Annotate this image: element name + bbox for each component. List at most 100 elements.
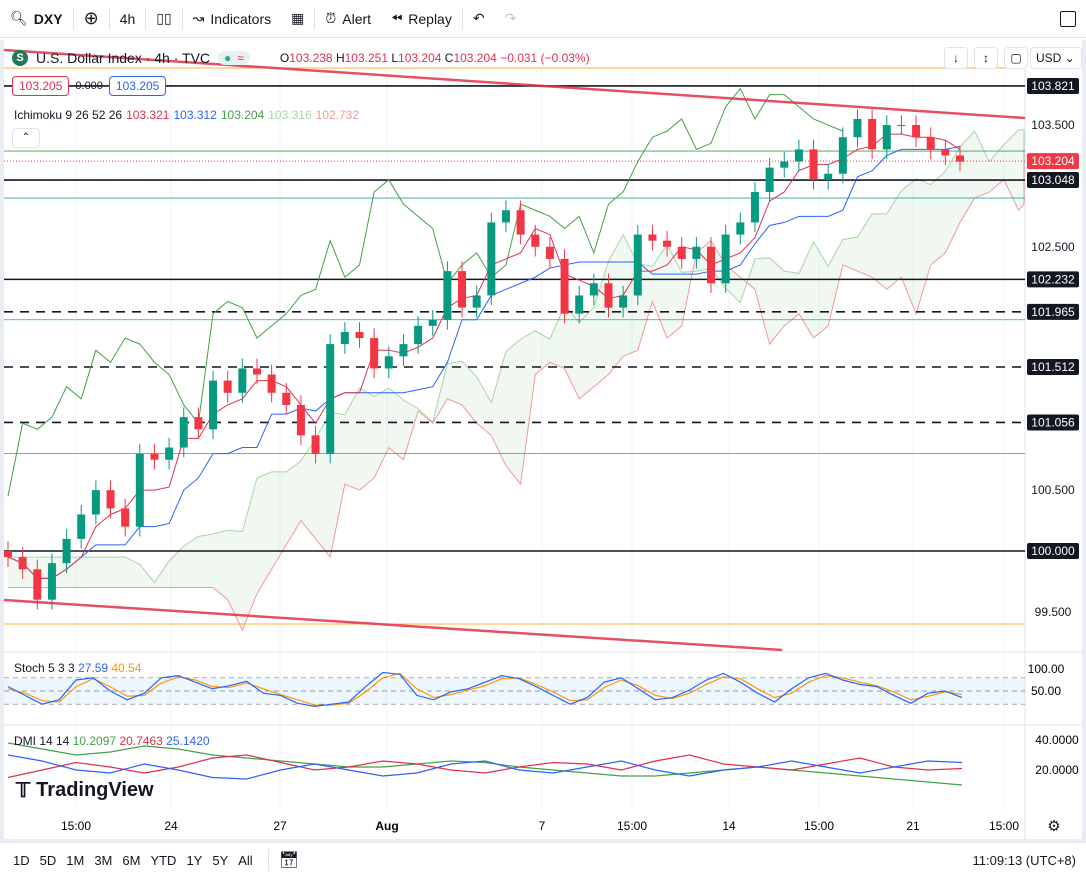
candle	[721, 234, 730, 284]
range-1m[interactable]: 1M	[66, 852, 85, 868]
stoch-legend[interactable]: Stoch 5 3 3 27.59 40.54	[14, 661, 141, 675]
level-label: 103.048	[1031, 173, 1075, 187]
undo-button[interactable]: ↶	[463, 0, 495, 38]
time-axis-label: 15:00	[617, 819, 647, 833]
change-value: −0.031 (−0.03%)	[500, 51, 590, 65]
divider	[267, 849, 269, 871]
settings-icon[interactable]: ⚙	[1047, 818, 1060, 835]
plus-circle-icon: ⊕	[83, 8, 99, 28]
interval-button[interactable]: 4h	[119, 10, 136, 27]
chart-type-button[interactable]: ▯▯	[146, 0, 181, 38]
range-5y[interactable]: 5Y	[212, 852, 229, 868]
chevron-down-icon: ⌄	[1064, 51, 1075, 65]
tv-logo-icon: 𝕋	[16, 780, 31, 802]
candle	[882, 125, 891, 150]
currency-select[interactable]: USD ⌄	[1030, 47, 1082, 69]
stoch-d-value: 40.54	[111, 661, 142, 675]
range-ytd[interactable]: YTD	[150, 852, 177, 868]
candle	[472, 295, 481, 308]
sell-price[interactable]: 103.205	[12, 76, 70, 96]
candle	[458, 271, 467, 308]
time-axis-label: 7	[539, 819, 546, 833]
candle	[545, 246, 554, 259]
range-5d[interactable]: 5D	[39, 852, 57, 868]
candle	[838, 137, 847, 174]
low-label: L	[391, 51, 399, 65]
candle	[897, 125, 906, 127]
candle	[33, 569, 42, 600]
compare-button[interactable]: ⊕	[74, 0, 109, 38]
square-icon	[1060, 10, 1076, 27]
search-icon: 🔍︎	[10, 10, 28, 26]
range-all[interactable]: All	[238, 852, 253, 868]
candle	[692, 246, 701, 259]
market-status[interactable]: ● ≈	[218, 51, 250, 65]
time-axis-label: 15:00	[61, 819, 91, 833]
replay-button[interactable]: ⏪︎ Replay	[391, 10, 452, 27]
level-label-bg	[1027, 271, 1079, 288]
di-plus-value: 20.7463	[119, 734, 163, 748]
rewind-icon: ⏪︎	[391, 10, 403, 26]
dmi-legend[interactable]: DMI 14 14 10.2097 20.7463 25.1420	[14, 734, 210, 748]
level-label: 103.821	[1031, 79, 1075, 93]
layouts-button[interactable]: ▦	[281, 0, 314, 38]
tenkan-sen	[7, 133, 961, 579]
divider	[108, 7, 110, 30]
candle	[824, 173, 833, 180]
low-value: 103.204	[398, 51, 442, 65]
indicators-button[interactable]: ↝ Indicators	[192, 10, 272, 27]
range-6m[interactable]: 6M	[122, 852, 141, 868]
candle	[296, 404, 305, 436]
clock[interactable]: 11:09:13 (UTC+8)	[972, 852, 1076, 868]
candle	[18, 557, 27, 570]
candle	[91, 490, 100, 515]
divider	[72, 7, 74, 30]
candle	[809, 149, 818, 180]
candle	[326, 344, 335, 454]
buy-price[interactable]: 103.205	[108, 76, 167, 96]
range-buttons: 1D 5D 1M 3M 6M YTD 1Y 5Y All	[8, 853, 258, 868]
bottom-bar: 1D 5D 1M 3M 6M YTD 1Y 5Y All 📅︎ 11:09:13 (UTC+8)	[0, 843, 1086, 877]
chikou-span	[7, 87, 844, 497]
candle	[370, 338, 379, 369]
candle	[252, 368, 261, 375]
candle	[106, 490, 115, 509]
redo-button[interactable]: ↷	[495, 0, 527, 38]
bid-ask: 103.205 0.000 103.205	[12, 76, 167, 96]
adx-line	[7, 742, 963, 786]
time-axis-label: Aug	[375, 819, 398, 833]
scroll-down-button[interactable]: ↓	[944, 47, 968, 69]
calendar-icon[interactable]: 📅︎	[278, 852, 300, 869]
close-value: 103.204	[453, 51, 497, 65]
range-3m[interactable]: 3M	[94, 852, 113, 868]
time-axis-label: 15:00	[804, 819, 834, 833]
candle	[663, 240, 672, 247]
divider	[314, 7, 316, 30]
candles-icon: ▯▯	[156, 10, 172, 26]
candle	[589, 283, 598, 296]
level-label-bg	[1027, 172, 1079, 189]
level-label-bg	[1027, 303, 1079, 320]
alarm-icon: ⏰︎	[325, 10, 337, 26]
dmi-axis-tick: 40.0000	[1035, 733, 1079, 747]
symbol-search[interactable]: 🔍︎ DXY	[10, 10, 63, 27]
maximize-pane-button[interactable]: ▢	[1004, 47, 1028, 69]
candle	[121, 508, 130, 527]
collapse-pane-button[interactable]: ↕	[974, 47, 998, 69]
divider	[145, 7, 147, 30]
ichimoku-legend[interactable]: Ichimoku 9 26 52 26 103.321 103.312 103.204…	[14, 108, 363, 122]
fullscreen-button[interactable]	[1050, 0, 1086, 38]
candle	[135, 453, 144, 527]
level-label-bg	[1027, 543, 1079, 559]
candle	[150, 453, 159, 460]
range-1d[interactable]: 1D	[13, 852, 30, 868]
range-1y[interactable]: 1Y	[186, 852, 203, 868]
alert-button[interactable]: ⏰︎ Alert	[325, 10, 372, 27]
divider	[461, 7, 463, 30]
collapse-legend-button[interactable]: ⌃	[12, 128, 40, 148]
open-value: 103.238	[289, 51, 333, 65]
indicators-icon: ↝	[192, 10, 205, 26]
dollar-logo-icon: S	[12, 50, 28, 66]
di-minus-value: 25.1420	[166, 734, 210, 748]
